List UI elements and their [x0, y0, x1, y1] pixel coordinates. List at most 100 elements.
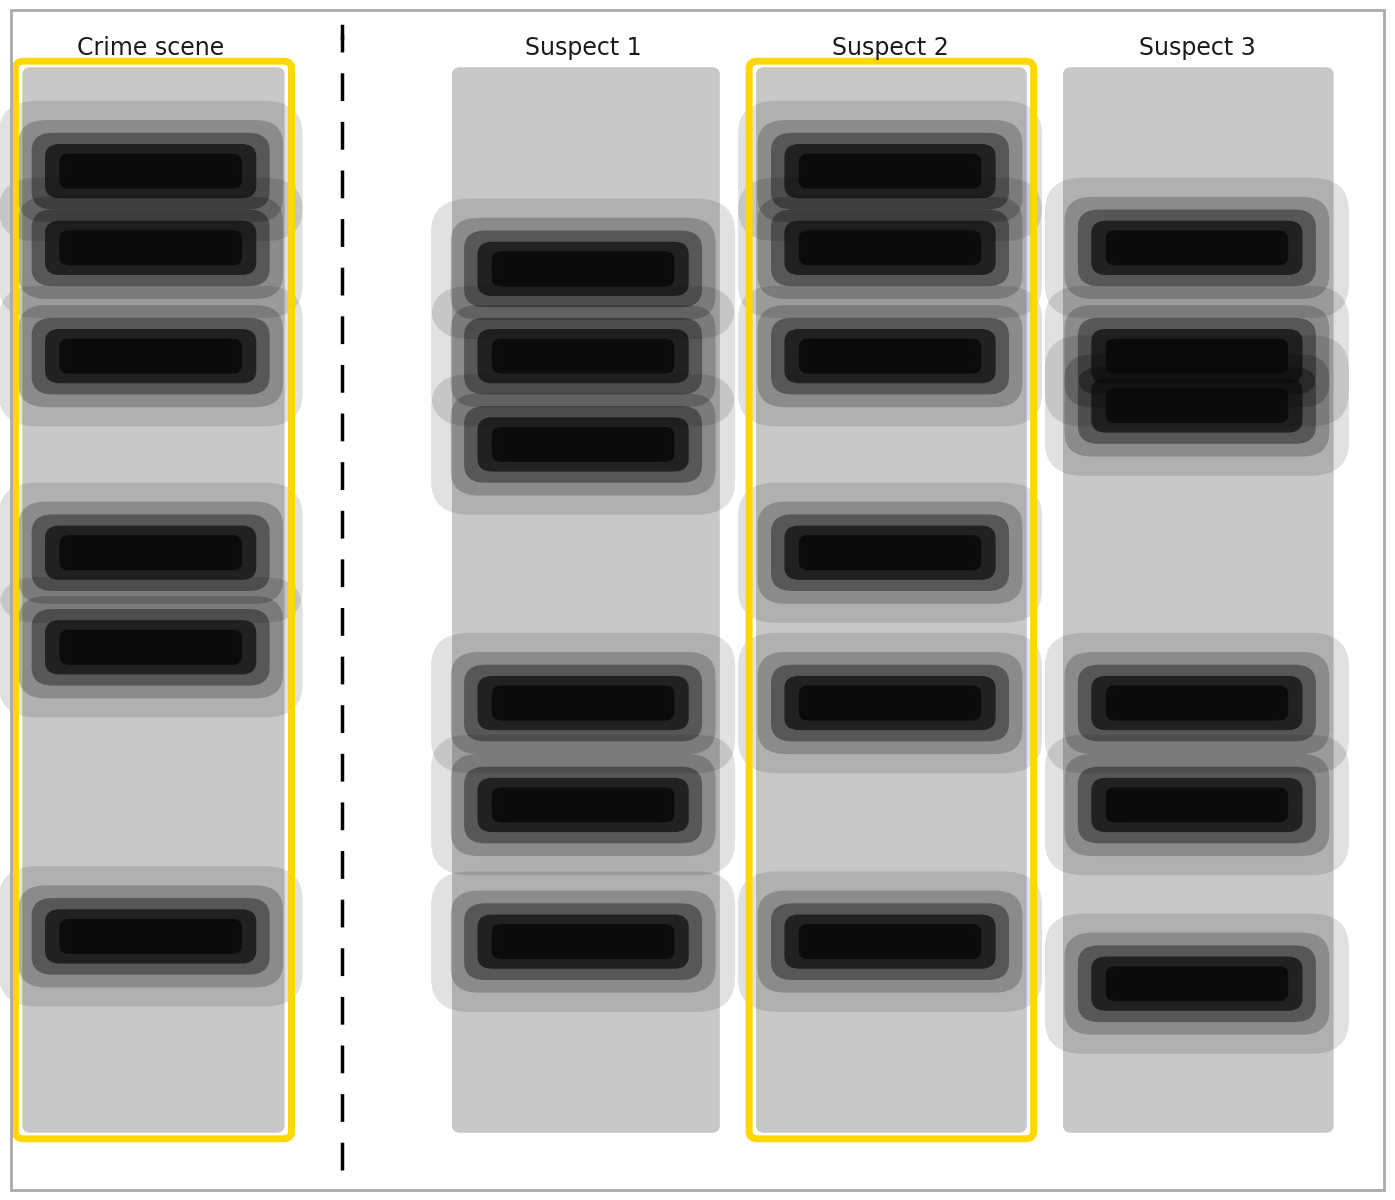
FancyBboxPatch shape [451, 890, 716, 992]
FancyBboxPatch shape [1106, 966, 1288, 1001]
FancyBboxPatch shape [1117, 972, 1276, 996]
FancyBboxPatch shape [451, 217, 716, 320]
FancyBboxPatch shape [60, 630, 241, 665]
FancyBboxPatch shape [1117, 691, 1276, 715]
FancyBboxPatch shape [1091, 676, 1303, 730]
FancyBboxPatch shape [1091, 221, 1303, 275]
FancyBboxPatch shape [0, 577, 303, 718]
FancyBboxPatch shape [477, 418, 689, 472]
FancyBboxPatch shape [1064, 754, 1329, 856]
FancyBboxPatch shape [738, 286, 1042, 426]
FancyBboxPatch shape [738, 101, 1042, 241]
FancyBboxPatch shape [1045, 286, 1349, 426]
FancyBboxPatch shape [492, 251, 674, 287]
FancyBboxPatch shape [431, 632, 735, 773]
FancyBboxPatch shape [504, 344, 663, 368]
FancyBboxPatch shape [771, 665, 1009, 742]
FancyBboxPatch shape [465, 230, 702, 307]
FancyBboxPatch shape [60, 535, 241, 570]
FancyBboxPatch shape [771, 515, 1009, 592]
FancyBboxPatch shape [757, 652, 1023, 754]
FancyBboxPatch shape [1091, 329, 1303, 383]
FancyBboxPatch shape [1106, 338, 1288, 373]
FancyBboxPatch shape [71, 635, 230, 660]
FancyBboxPatch shape [771, 210, 1009, 286]
FancyBboxPatch shape [451, 652, 716, 754]
FancyBboxPatch shape [492, 787, 674, 822]
FancyBboxPatch shape [1117, 344, 1276, 368]
FancyBboxPatch shape [431, 374, 735, 515]
FancyBboxPatch shape [784, 221, 996, 275]
FancyBboxPatch shape [1091, 956, 1303, 1010]
FancyBboxPatch shape [45, 221, 257, 275]
FancyBboxPatch shape [810, 930, 970, 954]
FancyBboxPatch shape [18, 197, 283, 299]
Text: Suspect 3: Suspect 3 [1138, 36, 1256, 60]
FancyBboxPatch shape [756, 67, 1027, 1133]
FancyBboxPatch shape [431, 199, 735, 340]
FancyBboxPatch shape [60, 919, 241, 954]
FancyBboxPatch shape [784, 144, 996, 198]
Text: Suspect 1: Suspect 1 [525, 36, 642, 60]
FancyBboxPatch shape [1078, 367, 1315, 444]
FancyBboxPatch shape [477, 778, 689, 832]
FancyBboxPatch shape [504, 930, 663, 954]
FancyBboxPatch shape [771, 133, 1009, 210]
FancyBboxPatch shape [0, 482, 303, 623]
FancyBboxPatch shape [784, 526, 996, 580]
FancyBboxPatch shape [771, 318, 1009, 395]
FancyBboxPatch shape [757, 502, 1023, 604]
FancyBboxPatch shape [71, 540, 230, 565]
FancyBboxPatch shape [45, 329, 257, 383]
FancyBboxPatch shape [0, 101, 303, 241]
FancyBboxPatch shape [1078, 767, 1315, 844]
FancyBboxPatch shape [1106, 787, 1288, 822]
FancyBboxPatch shape [451, 754, 716, 856]
FancyBboxPatch shape [45, 526, 257, 580]
FancyBboxPatch shape [1064, 932, 1329, 1034]
FancyBboxPatch shape [1106, 685, 1288, 720]
FancyBboxPatch shape [431, 286, 735, 426]
FancyBboxPatch shape [757, 120, 1023, 222]
FancyBboxPatch shape [810, 158, 970, 184]
FancyBboxPatch shape [799, 154, 981, 188]
Text: Crime scene: Crime scene [77, 36, 225, 60]
FancyBboxPatch shape [1045, 335, 1349, 475]
FancyBboxPatch shape [1045, 734, 1349, 875]
FancyBboxPatch shape [784, 676, 996, 730]
FancyBboxPatch shape [32, 133, 269, 210]
FancyBboxPatch shape [22, 67, 285, 1133]
FancyBboxPatch shape [0, 286, 303, 426]
FancyBboxPatch shape [799, 230, 981, 265]
FancyBboxPatch shape [504, 691, 663, 715]
FancyBboxPatch shape [1091, 778, 1303, 832]
FancyBboxPatch shape [799, 924, 981, 959]
FancyBboxPatch shape [738, 871, 1042, 1012]
FancyBboxPatch shape [60, 338, 241, 373]
FancyBboxPatch shape [18, 305, 283, 407]
FancyBboxPatch shape [465, 318, 702, 395]
FancyBboxPatch shape [477, 329, 689, 383]
FancyBboxPatch shape [431, 871, 735, 1012]
FancyBboxPatch shape [465, 767, 702, 844]
FancyBboxPatch shape [738, 178, 1042, 318]
FancyBboxPatch shape [60, 230, 241, 265]
FancyBboxPatch shape [60, 154, 241, 188]
FancyBboxPatch shape [504, 432, 663, 456]
FancyBboxPatch shape [0, 178, 303, 318]
FancyBboxPatch shape [504, 257, 663, 281]
FancyBboxPatch shape [71, 235, 230, 260]
FancyBboxPatch shape [738, 482, 1042, 623]
FancyBboxPatch shape [18, 886, 283, 988]
FancyBboxPatch shape [492, 338, 674, 373]
FancyBboxPatch shape [45, 144, 257, 198]
FancyBboxPatch shape [465, 665, 702, 742]
FancyBboxPatch shape [45, 910, 257, 964]
FancyBboxPatch shape [465, 904, 702, 980]
FancyBboxPatch shape [45, 620, 257, 674]
FancyBboxPatch shape [32, 318, 269, 395]
FancyBboxPatch shape [477, 914, 689, 968]
FancyBboxPatch shape [477, 241, 689, 296]
FancyBboxPatch shape [32, 210, 269, 286]
FancyBboxPatch shape [71, 924, 230, 948]
